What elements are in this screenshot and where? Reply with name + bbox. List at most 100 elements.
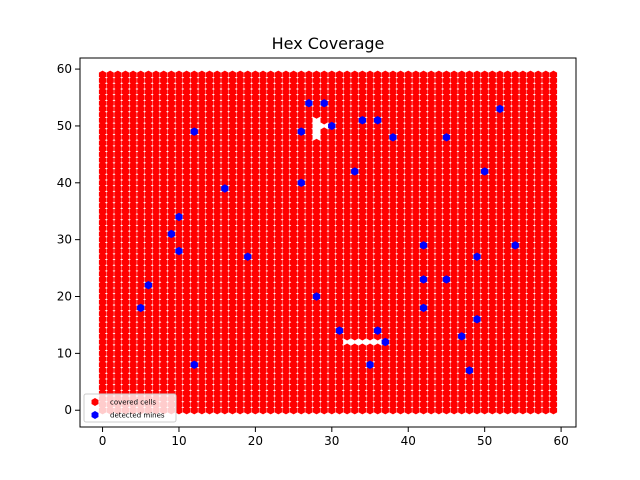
covered-cell: [526, 178, 535, 187]
covered-cell: [519, 201, 527, 210]
covered-cell: [366, 70, 374, 79]
covered-cell: [297, 269, 305, 278]
covered-cell: [442, 337, 451, 347]
covered-cell: [396, 81, 405, 91]
covered-cell: [427, 377, 435, 386]
covered-cell: [305, 161, 313, 170]
covered-cell: [328, 241, 336, 250]
covered-cell: [259, 207, 267, 216]
covered-cell: [404, 121, 412, 131]
covered-cell: [335, 81, 344, 91]
covered-cell: [129, 332, 137, 341]
covered-cell: [526, 70, 535, 79]
covered-cell: [381, 258, 389, 267]
covered-cell: [121, 127, 130, 136]
covered-cell: [419, 110, 428, 119]
covered-cell: [182, 315, 191, 324]
covered-cell: [312, 138, 321, 148]
covered-cell: [160, 150, 168, 159]
covered-cell: [221, 286, 229, 296]
mine: [190, 127, 198, 136]
covered-cell: [412, 241, 420, 250]
covered-cell: [106, 366, 114, 375]
covered-cell: [98, 76, 107, 85]
covered-cell: [289, 76, 298, 85]
covered-cell: [542, 400, 550, 409]
covered-cell: [534, 337, 542, 347]
covered-cell: [137, 144, 145, 153]
covered-cell: [389, 383, 397, 392]
covered-cell: [358, 161, 367, 170]
covered-cell: [412, 167, 420, 176]
covered-cell: [427, 388, 435, 398]
covered-cell: [358, 388, 367, 398]
covered-cell: [152, 377, 160, 386]
covered-cell: [404, 218, 412, 227]
covered-cell: [427, 229, 435, 239]
covered-cell: [503, 326, 512, 335]
covered-cell: [351, 332, 359, 341]
covered-cell: [236, 235, 244, 244]
covered-cell: [519, 133, 527, 142]
covered-cell: [534, 292, 542, 301]
covered-cell: [121, 354, 130, 364]
covered-cell: [205, 360, 214, 369]
covered-cell: [473, 138, 481, 148]
covered-cell: [381, 320, 389, 330]
covered-cell: [503, 280, 512, 290]
covered-cell: [129, 150, 137, 159]
covered-cell: [534, 150, 542, 159]
covered-cell: [144, 349, 153, 358]
covered-cell: [335, 406, 344, 415]
covered-cell: [312, 195, 321, 205]
covered-cell: [389, 184, 397, 193]
covered-cell: [374, 246, 382, 256]
covered-cell: [526, 383, 535, 392]
covered-cell: [442, 258, 451, 267]
covered-cell: [312, 207, 321, 216]
covered-cell: [335, 121, 344, 131]
covered-cell: [419, 99, 428, 108]
covered-cell: [175, 155, 183, 165]
covered-cell: [297, 172, 305, 182]
covered-cell: [442, 303, 451, 313]
covered-cell: [473, 104, 481, 114]
covered-cell: [526, 406, 535, 415]
covered-cell: [144, 161, 153, 170]
covered-cell: [496, 81, 504, 91]
covered-cell: [228, 133, 237, 142]
covered-cell: [335, 70, 344, 79]
covered-cell: [182, 87, 191, 97]
covered-cell: [419, 150, 428, 159]
covered-cell: [175, 138, 183, 148]
covered-cell: [137, 189, 145, 199]
covered-cell: [114, 218, 122, 227]
covered-cell: [442, 360, 451, 369]
covered-cell: [213, 275, 221, 284]
covered-cell: [114, 207, 122, 216]
covered-cell: [129, 110, 137, 119]
covered-cell: [121, 110, 130, 119]
covered-cell: [236, 155, 244, 165]
covered-cell: [503, 263, 512, 273]
covered-cell: [427, 349, 435, 358]
covered-cell: [328, 343, 336, 352]
covered-cell: [526, 343, 535, 352]
covered-cell: [549, 99, 558, 108]
covered-cell: [450, 349, 458, 358]
covered-cell: [190, 280, 198, 290]
covered-cell: [450, 76, 458, 85]
covered-cell: [488, 241, 496, 250]
covered-cell: [144, 81, 153, 91]
covered-cell: [236, 269, 244, 278]
covered-cell: [305, 315, 313, 324]
covered-cell: [343, 224, 351, 233]
covered-cell: [121, 150, 130, 159]
covered-cell: [190, 167, 198, 176]
covered-cell: [320, 235, 328, 244]
covered-cell: [251, 144, 260, 153]
covered-cell: [282, 150, 290, 159]
covered-cell: [481, 229, 489, 239]
covered-cell: [419, 258, 428, 267]
covered-cell: [328, 400, 336, 409]
